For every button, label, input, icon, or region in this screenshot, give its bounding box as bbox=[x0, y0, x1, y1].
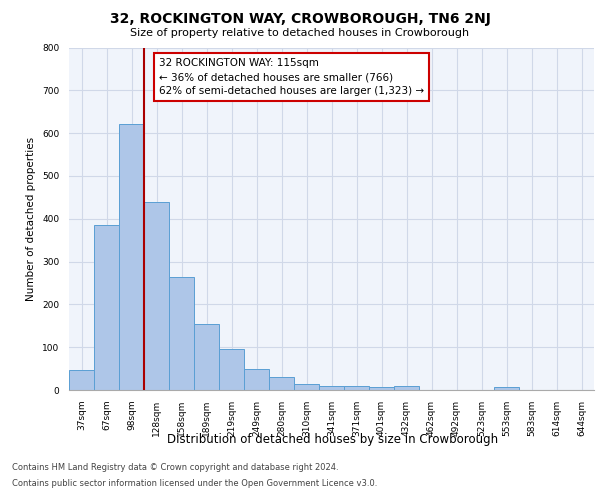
Bar bbox=[494, 386, 519, 390]
Bar bbox=[194, 324, 219, 390]
Y-axis label: Number of detached properties: Number of detached properties bbox=[26, 136, 37, 301]
Text: Size of property relative to detached houses in Crowborough: Size of property relative to detached ho… bbox=[130, 28, 470, 38]
Text: 32, ROCKINGTON WAY, CROWBOROUGH, TN6 2NJ: 32, ROCKINGTON WAY, CROWBOROUGH, TN6 2NJ bbox=[110, 12, 490, 26]
Bar bbox=[269, 377, 294, 390]
Bar bbox=[169, 276, 194, 390]
Bar bbox=[219, 350, 244, 390]
Bar bbox=[344, 386, 369, 390]
Text: 32 ROCKINGTON WAY: 115sqm
← 36% of detached houses are smaller (766)
62% of semi: 32 ROCKINGTON WAY: 115sqm ← 36% of detac… bbox=[159, 58, 424, 96]
Bar bbox=[244, 368, 269, 390]
Bar bbox=[394, 386, 419, 390]
Bar bbox=[319, 386, 344, 390]
Bar bbox=[94, 225, 119, 390]
Bar bbox=[69, 370, 94, 390]
Text: Distribution of detached houses by size in Crowborough: Distribution of detached houses by size … bbox=[167, 432, 499, 446]
Bar bbox=[119, 124, 144, 390]
Bar bbox=[369, 386, 394, 390]
Bar bbox=[144, 202, 169, 390]
Text: Contains public sector information licensed under the Open Government Licence v3: Contains public sector information licen… bbox=[12, 478, 377, 488]
Text: Contains HM Land Registry data © Crown copyright and database right 2024.: Contains HM Land Registry data © Crown c… bbox=[12, 464, 338, 472]
Bar bbox=[294, 384, 319, 390]
